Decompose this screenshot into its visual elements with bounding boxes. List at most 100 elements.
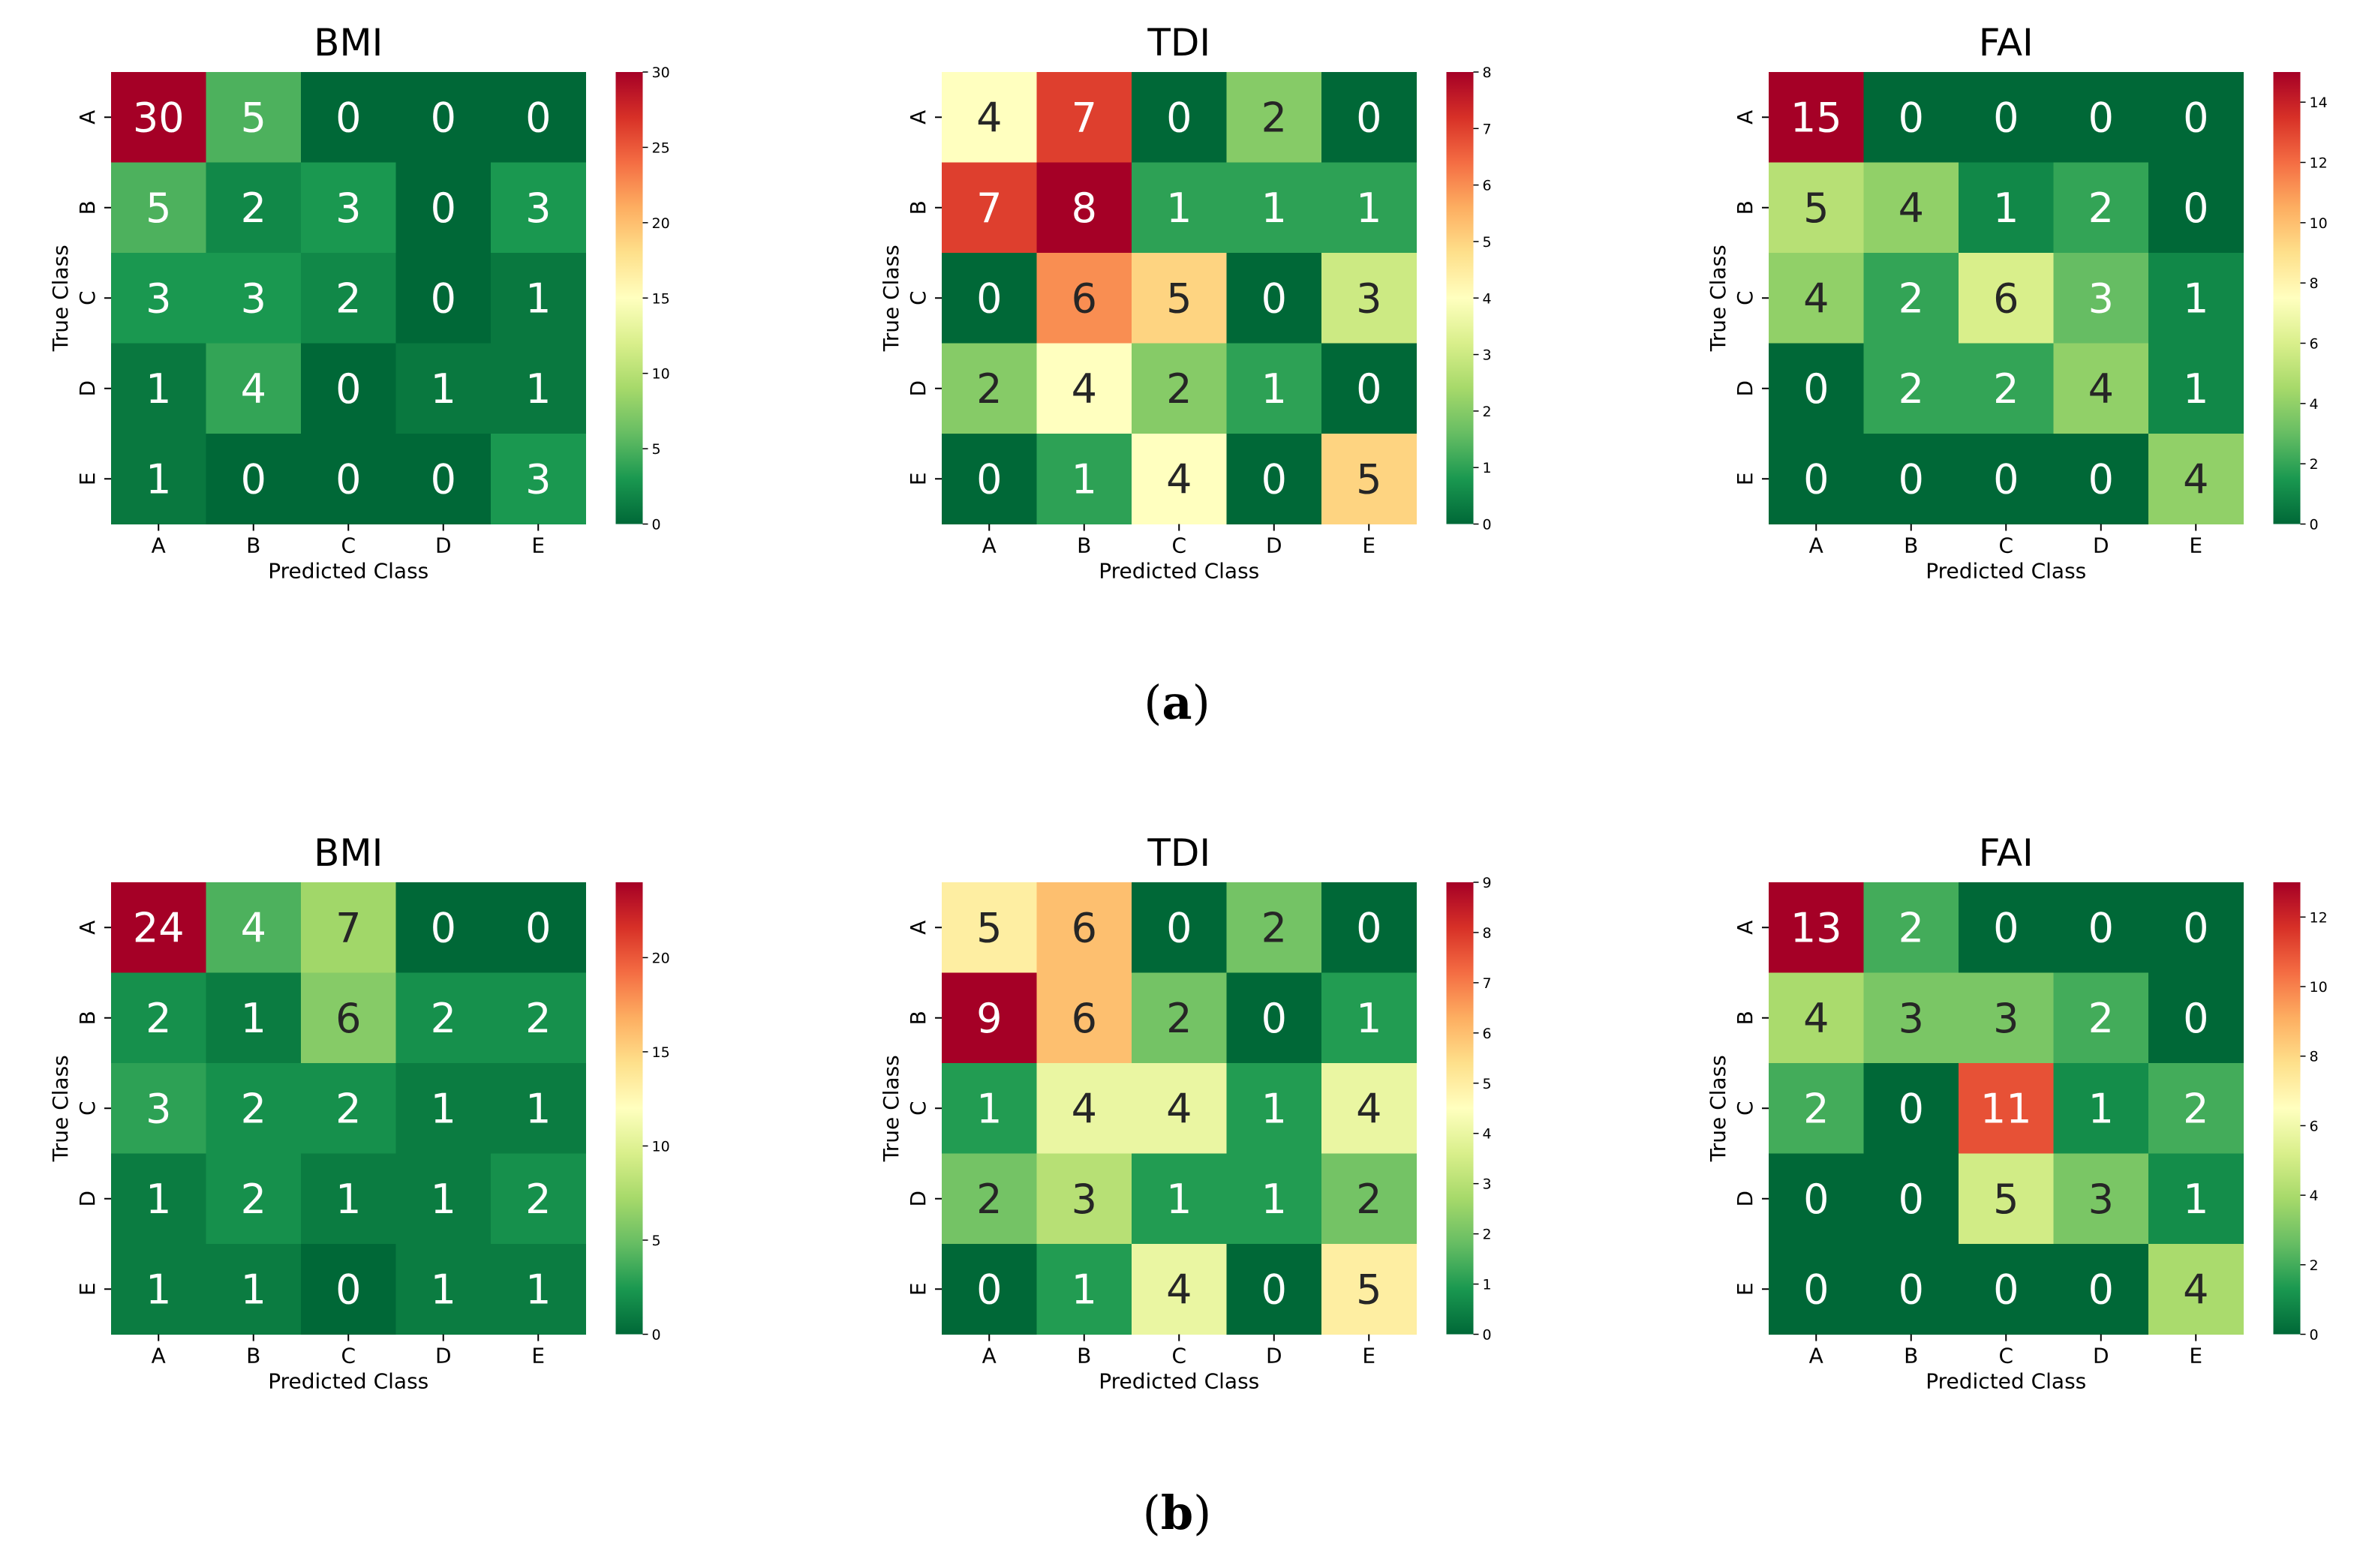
- heatmap-cell: [2148, 1063, 2244, 1154]
- heatmap-cell: [1132, 72, 1227, 163]
- cell-value-label: 0: [431, 185, 456, 232]
- y-tick-label: A: [1733, 921, 1757, 935]
- cell-value-label: 2: [1166, 365, 1192, 413]
- heatmap-a-tdi: 4 7 0 2 0 7 8 1 1 1 0 6 5 0 3 2 4 2 1 0 0 1 4 0 5 TDI A B C D E Predict…: [879, 21, 1492, 584]
- cell-value-label: 6: [335, 995, 361, 1042]
- cell-value-label: 5: [241, 94, 266, 141]
- heatmap-cell: [942, 972, 1037, 1064]
- cell-value-label: 2: [1356, 1176, 1381, 1223]
- y-tick-label: D: [1733, 380, 1757, 397]
- x-tick-label: A: [1809, 1344, 1823, 1368]
- x-tick-label: C: [341, 1344, 356, 1368]
- cell-value-label: 0: [1899, 1266, 1924, 1313]
- y-tick-label: D: [75, 1191, 100, 1207]
- cell-value-label: 3: [146, 275, 171, 322]
- colorbar-tick-label: 3: [1483, 347, 1492, 364]
- y-tick-label: B: [1733, 200, 1757, 215]
- x-tick-label: C: [1171, 533, 1186, 558]
- x-axis-label: Predicted Class: [268, 559, 428, 584]
- heatmap-cell: [1863, 1063, 1959, 1154]
- cell-value-label: 0: [976, 275, 1002, 322]
- cell-value-label: 7: [335, 904, 361, 951]
- colorbar-tick-label: 4: [1483, 290, 1492, 307]
- cell-value-label: 5: [146, 185, 171, 232]
- heatmap-cell: [942, 434, 1037, 524]
- colorbar-tick-label: 9: [1483, 875, 1492, 891]
- heatmap-cell: [1321, 1244, 1417, 1335]
- heatmap-cell: [1036, 253, 1132, 344]
- heatmap-cell: [1321, 1153, 1417, 1245]
- y-tick-label: A: [906, 921, 930, 935]
- cell-value-label: 1: [525, 1266, 551, 1313]
- y-tick-label: B: [75, 1011, 100, 1025]
- heatmap-cell: [1863, 434, 1959, 524]
- heatmap-cell: [1959, 434, 2054, 524]
- cell-value-label: 1: [146, 365, 171, 413]
- cell-value-label: 3: [525, 185, 551, 232]
- cell-value-label: 4: [2088, 365, 2114, 413]
- cell-value-label: 0: [1166, 904, 1192, 951]
- cell-value-label: 1: [146, 455, 171, 503]
- colorbar-tick-label: 10: [2310, 979, 2328, 996]
- cell-value-label: 0: [431, 94, 456, 141]
- heatmap-cell: [111, 972, 206, 1064]
- colorbar-tick-label: 0: [2310, 1327, 2319, 1344]
- heatmap-cell: [1132, 1244, 1227, 1335]
- heatmap-cell: [491, 1063, 586, 1154]
- colorbar-tick-label: 5: [652, 441, 661, 458]
- heatmap-cell: [942, 343, 1037, 434]
- heatmap-title: BMI: [314, 831, 383, 875]
- heatmap-cell: [942, 162, 1037, 254]
- heatmap-cell: [1959, 343, 2054, 434]
- heatmap-cell: [301, 343, 396, 434]
- x-axis-label: Predicted Class: [1099, 1369, 1259, 1394]
- heatmap-cell: [395, 1244, 492, 1335]
- colorbar-tick-label: 0: [1483, 1327, 1492, 1344]
- y-tick-label: C: [75, 290, 100, 305]
- cell-value-label: 0: [241, 455, 266, 503]
- heatmap-cell: [1132, 1063, 1227, 1154]
- colorbar: [615, 72, 643, 524]
- cell-value-label: 15: [1790, 94, 1842, 141]
- cell-value-label: 6: [1072, 275, 1097, 322]
- cell-value-label: 0: [976, 1266, 1002, 1313]
- cell-value-label: 1: [1166, 1176, 1192, 1223]
- cell-value-label: 2: [1899, 904, 1924, 951]
- heatmap-cell: [301, 972, 396, 1064]
- cell-value-label: 1: [241, 1266, 266, 1313]
- cell-value-label: 3: [335, 185, 361, 232]
- cell-value-label: 1: [525, 275, 551, 322]
- colorbar-tick-label: 14: [2310, 95, 2328, 111]
- heatmap-cell: [1959, 1244, 2054, 1335]
- heatmap-cell: [1321, 434, 1417, 524]
- cell-value-label: 3: [1356, 275, 1381, 322]
- y-tick-label: A: [75, 921, 100, 935]
- cell-value-label: 1: [1261, 365, 1287, 413]
- cell-value-label: 0: [1803, 1266, 1829, 1313]
- panel-caption-b: (b): [1142, 1485, 1212, 1540]
- heatmap-cell: [2053, 1153, 2149, 1245]
- cell-value-label: 6: [1072, 904, 1097, 951]
- y-tick-label: B: [1733, 1011, 1757, 1025]
- cell-value-label: 0: [525, 94, 551, 141]
- colorbar-tick-label: 8: [2310, 1049, 2319, 1065]
- colorbar: [2273, 882, 2301, 1335]
- cell-value-label: 1: [431, 1176, 456, 1223]
- y-tick-label: C: [1733, 1101, 1757, 1116]
- cell-value-label: 1: [431, 1266, 456, 1313]
- heatmap-cell: [942, 1063, 1037, 1154]
- x-tick-label: D: [435, 1344, 452, 1368]
- heatmap-cell: [942, 253, 1037, 344]
- cell-value-label: 0: [2183, 995, 2208, 1042]
- heatmap-cell: [395, 343, 492, 434]
- heatmap-cell: [395, 882, 492, 973]
- y-axis-label: True Class: [879, 245, 903, 352]
- colorbar-tick-label: 20: [652, 950, 670, 966]
- heatmap-cell: [1321, 253, 1417, 344]
- cell-value-label: 5: [1803, 185, 1829, 232]
- x-tick-label: B: [1077, 533, 1091, 558]
- heatmap-cell: [1226, 253, 1322, 344]
- cell-value-label: 3: [1993, 995, 2019, 1042]
- cell-value-label: 4: [1072, 365, 1097, 413]
- heatmap-cell: [1226, 162, 1322, 254]
